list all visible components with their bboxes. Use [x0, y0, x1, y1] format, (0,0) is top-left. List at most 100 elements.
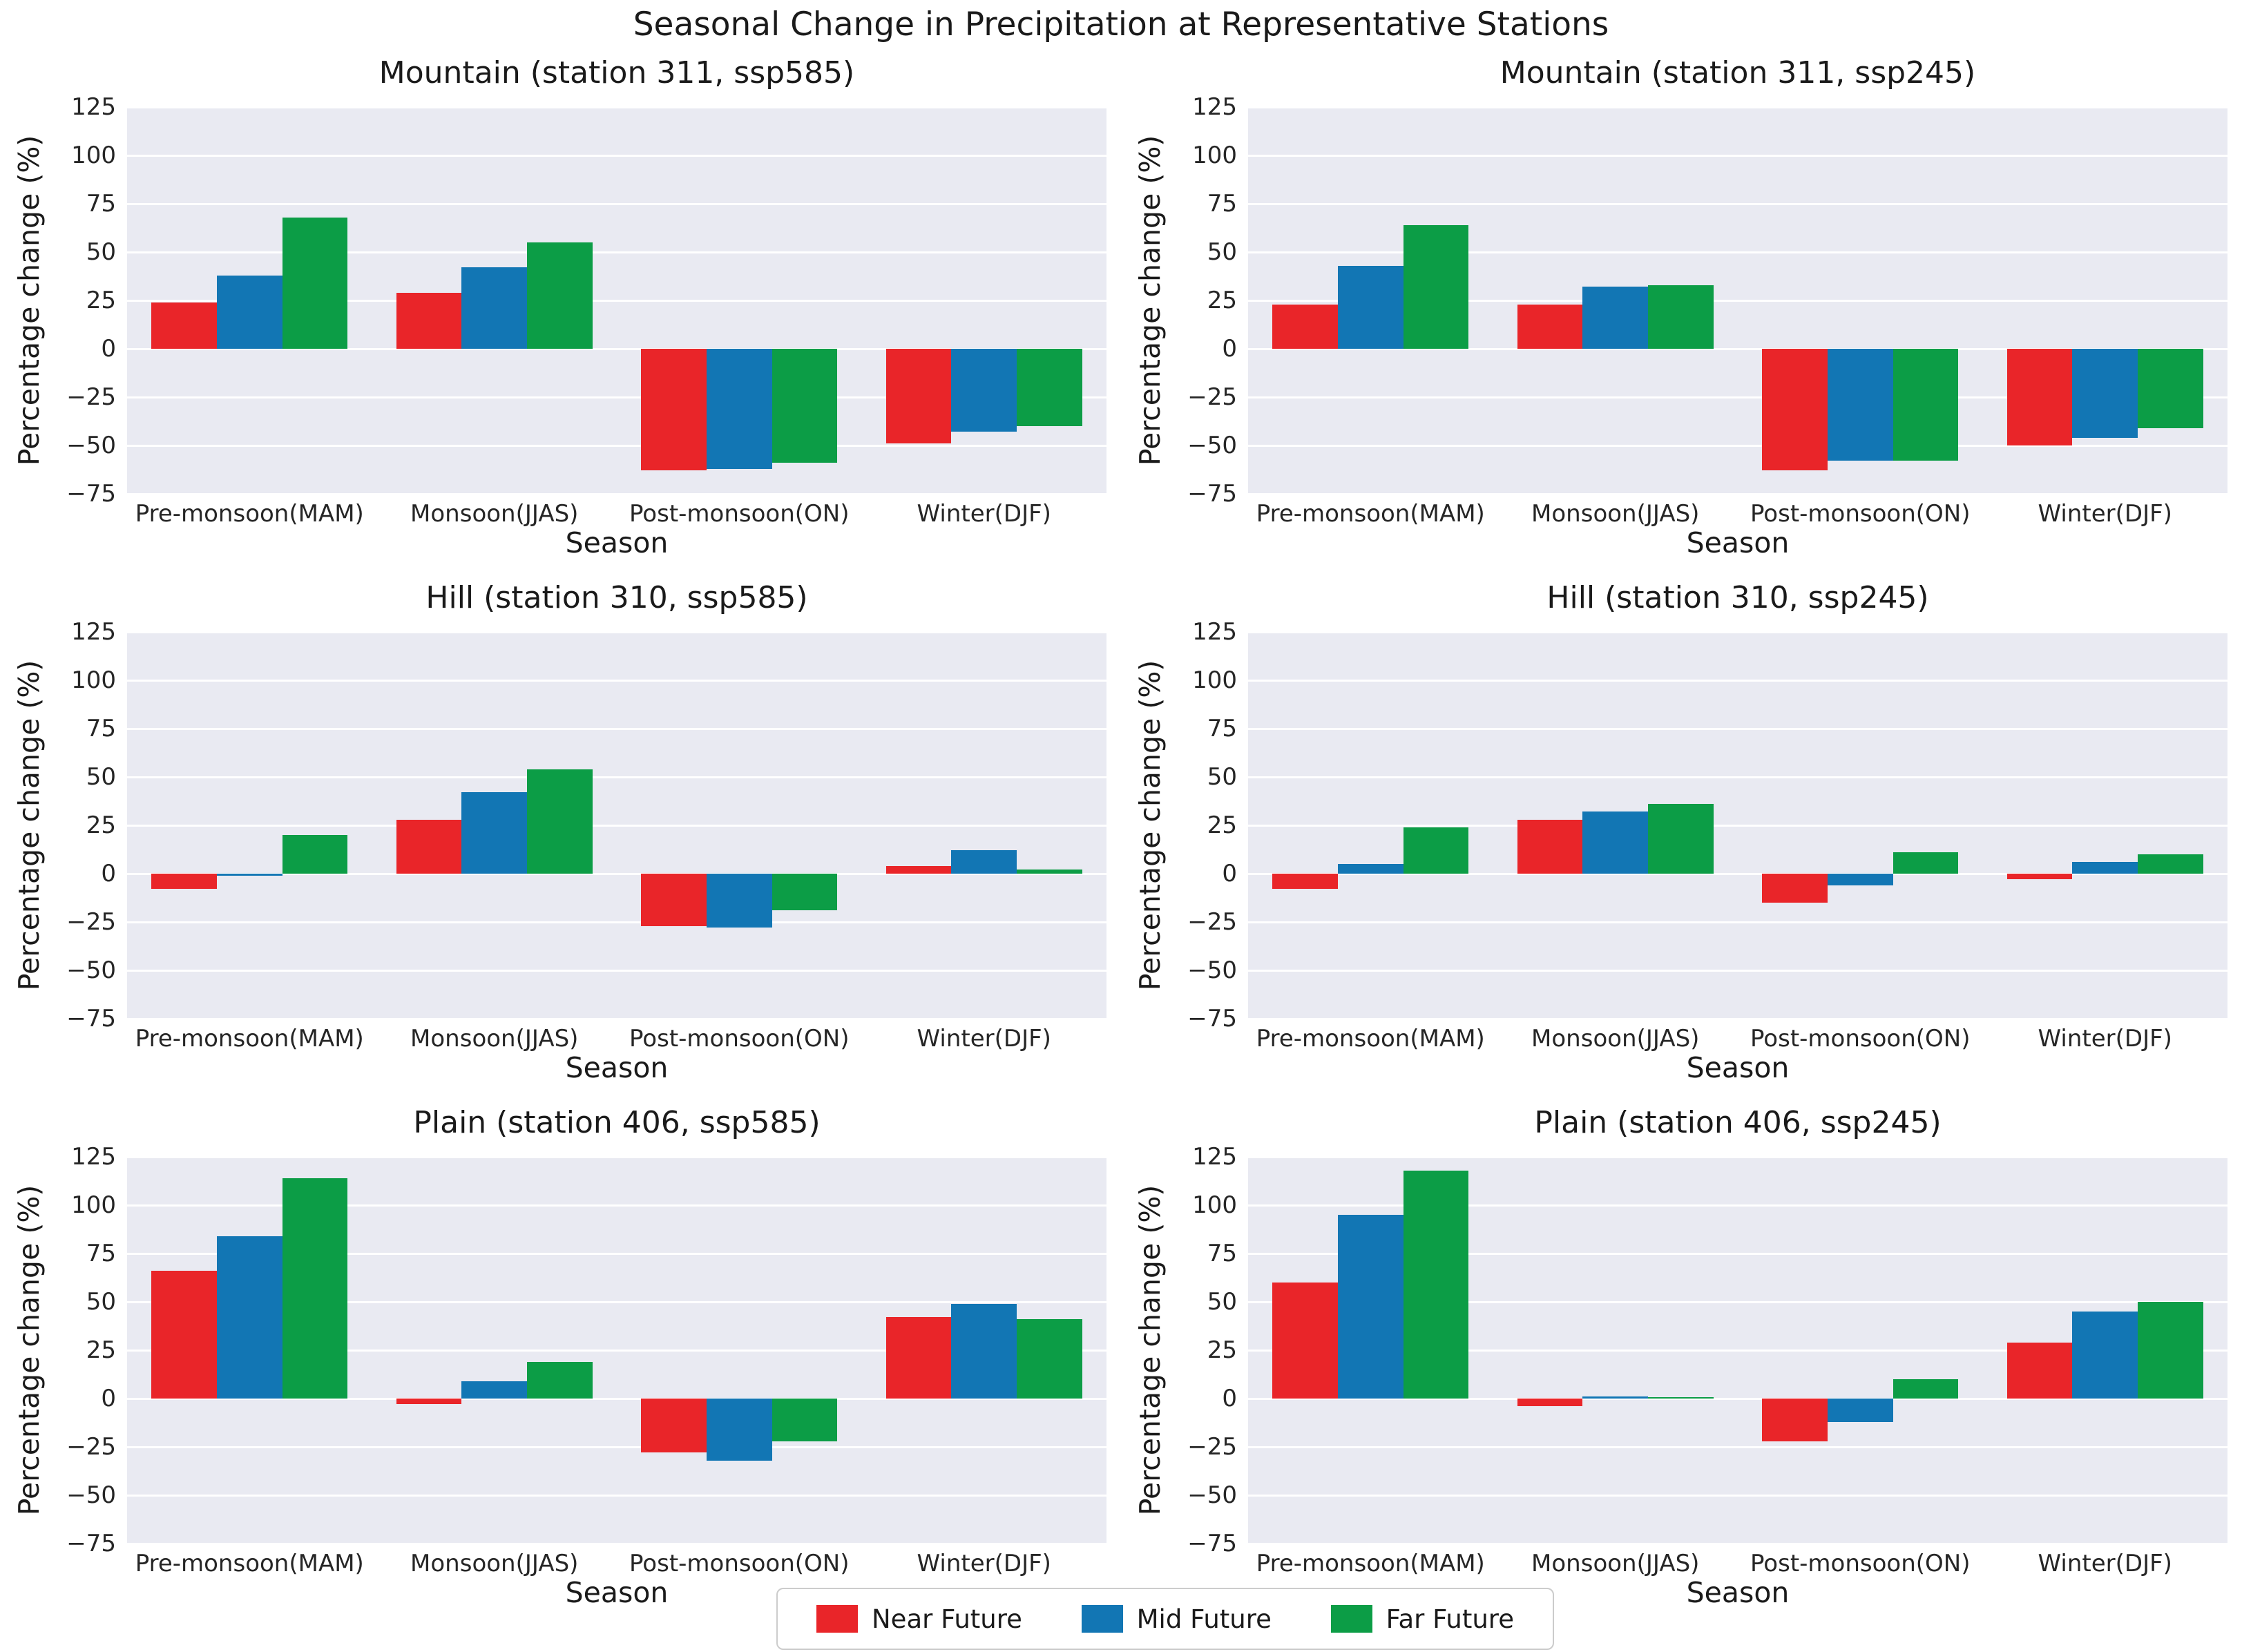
bar-far-future-winter-djf	[2138, 349, 2203, 428]
y-tick-label: 125	[1192, 93, 1237, 121]
gridline	[1248, 106, 2227, 108]
y-tick-label: 100	[1192, 142, 1237, 169]
bar-far-future-winter-djf	[2138, 854, 2203, 874]
y-tick-label: 125	[1192, 618, 1237, 646]
gridline	[1248, 493, 2227, 495]
bar-mid-future-pre-monsoon-mam	[216, 874, 282, 876]
bar-far-future-post-monsoon-on	[1893, 1379, 1959, 1399]
subplot-title: Plain (station 406, ssp585)	[413, 1105, 821, 1140]
y-tick-label: 75	[86, 1240, 116, 1267]
y-tick-label: −75	[1187, 1530, 1237, 1557]
x-tick-label: Monsoon(JJAS)	[410, 1550, 579, 1577]
bar-far-future-monsoon-jjas	[527, 1361, 593, 1399]
y-tick-label: −75	[66, 1530, 116, 1557]
y-tick-label: −50	[66, 1481, 116, 1509]
y-tick-label: 25	[86, 287, 116, 314]
y-tick-label: 0	[1222, 335, 1237, 363]
y-tick-label: 50	[1207, 1288, 1237, 1316]
legend-item-mid-future: Mid Future	[1081, 1604, 1272, 1634]
bar-mid-future-winter-djf	[951, 850, 1017, 874]
legend-swatch-near-future	[816, 1605, 858, 1633]
subplot-mountain-station-311-ssp585: Mountain (station 311, ssp585) Percentage…	[0, 41, 1121, 566]
gridline	[127, 1446, 1106, 1448]
y-tick-label: −50	[1187, 432, 1237, 459]
bar-near-future-monsoon-jjas	[1517, 1399, 1583, 1407]
gridline	[1248, 203, 2227, 205]
y-tick-label: 75	[1207, 1240, 1237, 1267]
x-tick-label: Pre-monsoon(MAM)	[1256, 1025, 1485, 1053]
gridline	[1248, 348, 2227, 350]
y-tick-label: −75	[66, 1005, 116, 1032]
gridline	[1248, 776, 2227, 778]
bar-mid-future-pre-monsoon-mam	[1337, 864, 1403, 874]
gridline	[127, 680, 1106, 682]
y-tick-label: −50	[66, 432, 116, 459]
bar-mid-future-monsoon-jjas	[1582, 1396, 1648, 1399]
x-tick-label: Post-monsoon(ON)	[1750, 1550, 1971, 1577]
bar-near-future-winter-djf	[885, 349, 952, 444]
bar-near-future-winter-djf	[2006, 1342, 2073, 1399]
bar-far-future-post-monsoon-on	[772, 1399, 838, 1441]
x-tick-label: Winter(DJF)	[2038, 1550, 2172, 1577]
bar-far-future-pre-monsoon-mam	[282, 835, 348, 874]
legend-item-near-future: Near Future	[816, 1604, 1022, 1634]
x-axis-label: Season	[565, 1051, 669, 1084]
gridline	[127, 300, 1106, 302]
y-tick-label: −75	[1187, 1005, 1237, 1032]
bar-near-future-monsoon-jjas	[1517, 819, 1583, 874]
gridline	[1248, 1204, 2227, 1207]
bar-near-future-winter-djf	[885, 1317, 952, 1399]
gridline	[1248, 1301, 2227, 1303]
x-tick-label: Winter(DJF)	[917, 500, 1051, 528]
y-tick-label: 100	[71, 142, 116, 169]
gridline	[1248, 155, 2227, 157]
bar-far-future-post-monsoon-on	[1893, 349, 1959, 461]
bar-mid-future-pre-monsoon-mam	[216, 275, 282, 349]
gridline	[1248, 1446, 2227, 1448]
subplot-title: Hill (station 310, ssp245)	[1546, 580, 1929, 615]
gridline	[1248, 631, 2227, 633]
bar-far-future-post-monsoon-on	[772, 349, 838, 463]
gridline	[127, 445, 1106, 447]
gridline	[127, 1350, 1106, 1352]
bar-near-future-pre-monsoon-mam	[151, 1271, 217, 1399]
gridline	[127, 493, 1106, 495]
gridline	[127, 1543, 1106, 1545]
x-axis-label: Season	[1686, 526, 1790, 559]
y-tick-label: 125	[1192, 1143, 1237, 1171]
gridline	[127, 155, 1106, 157]
bar-near-future-pre-monsoon-mam	[1272, 874, 1338, 890]
gridline	[127, 873, 1106, 875]
x-tick-label: Winter(DJF)	[917, 1025, 1051, 1053]
bar-far-future-winter-djf	[2138, 1302, 2203, 1399]
bar-near-future-post-monsoon-on	[1762, 1399, 1828, 1441]
bar-mid-future-winter-djf	[2072, 862, 2138, 874]
bar-mid-future-monsoon-jjas	[1582, 287, 1648, 349]
gridline	[1248, 728, 2227, 730]
bar-mid-future-post-monsoon-on	[1827, 874, 1893, 885]
x-axis-label: Season	[565, 1576, 669, 1609]
y-tick-label: −75	[66, 480, 116, 508]
gridline	[1248, 445, 2227, 447]
gridline	[1248, 1543, 2227, 1545]
bar-mid-future-pre-monsoon-mam	[216, 1236, 282, 1399]
bar-mid-future-pre-monsoon-mam	[1337, 265, 1403, 349]
bar-far-future-winter-djf	[1017, 870, 1082, 874]
bar-near-future-post-monsoon-on	[1762, 874, 1828, 903]
bar-far-future-pre-monsoon-mam	[1403, 224, 1469, 349]
gridline	[1248, 921, 2227, 923]
gridline	[1248, 300, 2227, 302]
bar-far-future-winter-djf	[1017, 349, 1082, 426]
subplot-title: Mountain (station 311, ssp245)	[1500, 55, 1976, 90]
gridline	[127, 970, 1106, 972]
x-tick-label: Post-monsoon(ON)	[629, 1550, 850, 1577]
bar-near-future-pre-monsoon-mam	[1272, 1283, 1338, 1399]
plot-area	[127, 1156, 1106, 1545]
y-tick-label: 50	[86, 238, 116, 266]
bar-mid-future-post-monsoon-on	[706, 1399, 772, 1461]
bar-far-future-pre-monsoon-mam	[1403, 827, 1469, 874]
gridline	[127, 1253, 1106, 1255]
y-tick-label: 25	[86, 811, 116, 839]
y-tick-label: 75	[1207, 715, 1237, 742]
x-tick-label: Monsoon(JJAS)	[410, 500, 579, 528]
